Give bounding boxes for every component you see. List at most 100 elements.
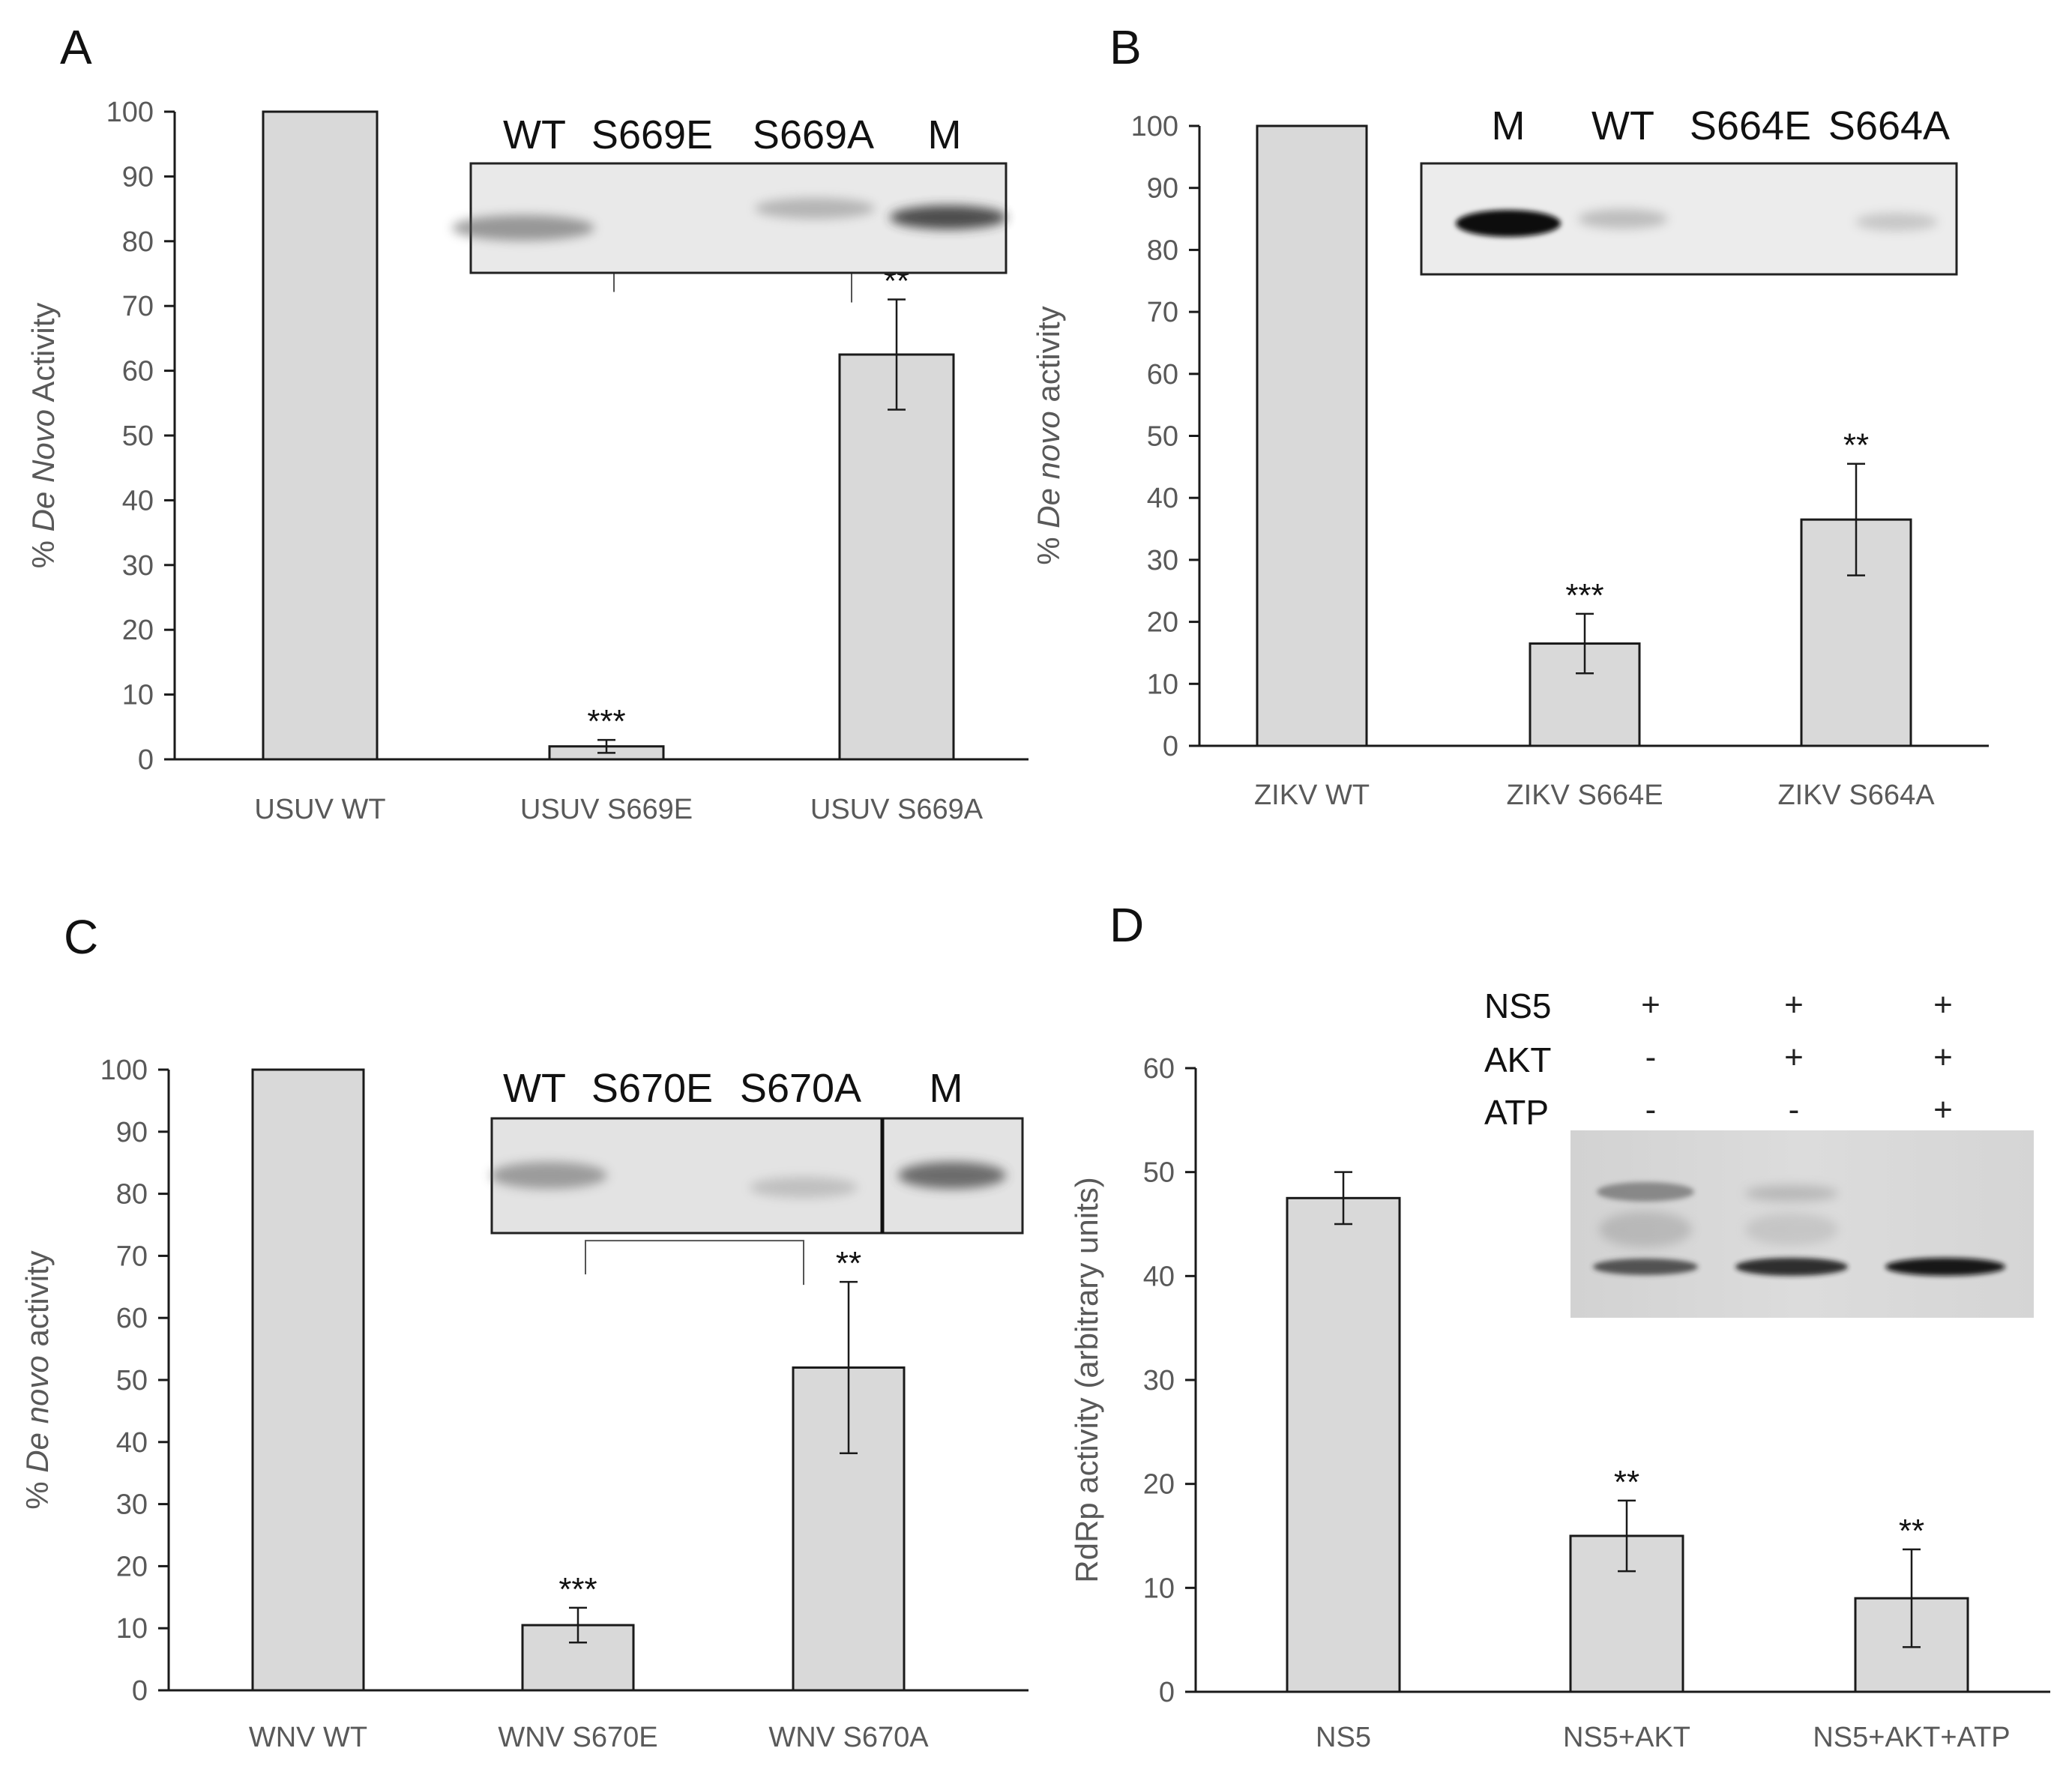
panel-c-y-tick-label: 0: [132, 1675, 148, 1707]
panel-a-significance-usuv-s669e: ***: [587, 703, 625, 740]
panel-d-y-tick-label: 60: [1143, 1053, 1175, 1085]
panel-a-y-tick-label: 90: [122, 161, 154, 193]
panel-c-y-tick-label: 100: [100, 1055, 148, 1086]
panel-b-lane-m: M: [1492, 103, 1526, 148]
panel-b-y-tick-label: 90: [1147, 173, 1178, 205]
panel-c-bar-chart: 0 10 20 30 40 50 60 70 80 90 100 % De novo activity…: [19, 1055, 1029, 1753]
panel-a-category-label-usuv-s669a: USUV S669A: [810, 794, 984, 825]
panel-c-significance-wnv-s670a: **: [836, 1245, 861, 1282]
panel-d-category-label-ns5-akt-atp: NS5+AKT+ATP: [1813, 1722, 2010, 1753]
panel-a-gel-band-m: [890, 205, 1007, 229]
panel-d-y-axis-label: RdRp activity (arbitrary units): [1069, 1177, 1104, 1582]
panel-c-significance-wnv-s670e: ***: [558, 1571, 597, 1608]
panel-d-gel-inset: NS5 AKT ATP + + + - + + - - +: [1484, 986, 2034, 1318]
panel-b-y-tick-label: 20: [1147, 607, 1178, 639]
panel-c-comparison-bracket: [585, 1240, 804, 1286]
panel-c-y-tick-label: 10: [116, 1613, 148, 1645]
panel-letter-d: D: [1109, 898, 1144, 952]
panel-b-y-tick-label: 80: [1147, 235, 1178, 266]
panel-c-y-tick-label: 20: [116, 1551, 148, 1582]
panel-a-bar-chart: 0 10 20 30 40 50 60 70 80 90 100 % De Novo Activity…: [25, 97, 1029, 825]
panel-c-y-tick-label: 50: [116, 1365, 148, 1396]
panel-c-y-tick-label: 60: [116, 1303, 148, 1334]
panel-d-sign-akt-lane1: -: [1645, 1039, 1657, 1076]
panel-b-category-label-zikv-s664a: ZIKV S664A: [1777, 780, 1935, 811]
panel-d-y-tick-label: 10: [1143, 1573, 1175, 1604]
panel-d-sign-atp-lane1: -: [1645, 1091, 1657, 1128]
panel-d-y-tick-label: 30: [1143, 1365, 1175, 1396]
panel-d-gel-smear-lane1: [1599, 1211, 1692, 1247]
panel-d-sign-ns5-lane3: +: [1933, 986, 1953, 1023]
panel-c-gel-band-m: [898, 1162, 1006, 1189]
panel-a-lane-s669a: S669A: [753, 112, 874, 157]
panel-c-category-label-wnv-s670e: WNV S670E: [498, 1722, 657, 1753]
panel-b-y-tick-label: 100: [1131, 111, 1178, 142]
panel-a-y-tick-label: 10: [122, 680, 154, 711]
panel-d-y-tick-label: 20: [1143, 1469, 1175, 1501]
panel-b-y-tick-label: 30: [1147, 545, 1178, 576]
panel-a-y-tick-label: 70: [122, 291, 154, 322]
panel-b-gel-band-s664a: [1855, 213, 1938, 231]
panel-a-y-tick-label: 80: [122, 226, 154, 258]
panel-a-category-label-usuv-wt: USUV WT: [254, 794, 385, 825]
panel-b-bar-zikv-wt: [1256, 124, 1368, 747]
panel-c-y-tick-label: 80: [116, 1179, 148, 1211]
panel-c-category-label-wnv-wt: WNV WT: [249, 1722, 367, 1753]
panel-b-y-tick-label: 40: [1147, 483, 1178, 514]
panel-b-y-axis-label: % De novo activity: [1031, 306, 1066, 564]
panel-a-gel-inset: WT S669E S669A M: [452, 112, 1008, 274]
panel-c-category-label-wnv-s670a: WNV S670A: [768, 1722, 929, 1753]
panel-a-gel-band-wt: [452, 215, 594, 241]
panel-d-bar-ns5: [1286, 1196, 1401, 1693]
panel-a-bar-usuv-s669a: [838, 353, 955, 761]
panel-b-significance-zikv-s664a: **: [1843, 427, 1869, 464]
panel-d-significance-ns5-akt-atp: **: [1899, 1513, 1924, 1549]
panel-a-y-tick-label: 0: [138, 744, 154, 776]
panel-c-y-axis-label: % De novo activity: [19, 1250, 55, 1509]
panel-d-sign-akt-lane3: +: [1933, 1039, 1953, 1076]
panel-a-y-tick-label: 20: [122, 615, 154, 646]
panel-b-category-label-zikv-s664e: ZIKV S664E: [1506, 780, 1663, 811]
panel-d-bar-chart: 0 10 20 30 40 50 60 RdRp activity (arbitrary un…: [1069, 1053, 2050, 1753]
panel-a-y-axis-label: % De Novo Activity: [25, 303, 61, 569]
panel-b-gel-band-wt: [1578, 209, 1668, 229]
panel-b-category-label-zikv-wt: ZIKV WT: [1254, 780, 1370, 811]
panel-d-gel-smear-lane2: [1745, 1213, 1838, 1246]
panel-d-sign-ns5-lane1: +: [1641, 986, 1660, 1023]
panel-b-y-tick-label: 60: [1147, 359, 1178, 391]
panel-a-lane-m: M: [928, 112, 962, 157]
panel-d-sign-atp-lane2: -: [1789, 1091, 1800, 1128]
panel-letter-b: B: [1109, 20, 1142, 74]
panel-letter-a: A: [60, 20, 92, 74]
panel-d-gel-lower-band-lane2: [1735, 1258, 1848, 1276]
panel-c-gel-inset: WT S670E S670A M: [490, 1066, 1024, 1235]
panel-a-lane-wt: WT: [503, 112, 566, 157]
panel-d-gel-lower-band-lane1: [1593, 1259, 1698, 1275]
panel-a-gel-band-s669a: [755, 198, 875, 219]
panel-d-y-tick-label: 0: [1159, 1677, 1175, 1708]
panel-c-y-tick-label: 70: [116, 1241, 148, 1272]
panel-c-lane-s670a: S670A: [740, 1066, 861, 1111]
panel-a-lane-s669e: S669E: [591, 112, 713, 157]
panel-c-lane-s670e: S670E: [591, 1066, 713, 1111]
panel-c-y-tick-label: 40: [116, 1427, 148, 1459]
panel-d-gel-upper-band-lane2: [1745, 1185, 1838, 1202]
panel-d-category-label-ns5: NS5: [1316, 1722, 1371, 1753]
panel-d-sign-atp-lane3: +: [1933, 1091, 1953, 1128]
panel-d-row-label-akt: AKT: [1484, 1040, 1551, 1079]
panel-c-gel-band-wt: [490, 1162, 607, 1189]
panel-b-lane-s664e: S664E: [1690, 103, 1811, 148]
panel-b-bar-chart: 0 10 20 30 40 50 60 70 80 90 100 % De novo activity…: [1031, 111, 1989, 811]
panel-c-y-tick-label: 90: [116, 1117, 148, 1148]
panel-a-y-tick-label: 60: [122, 356, 154, 388]
panel-d-category-label-ns5-akt: NS5+AKT: [1563, 1722, 1690, 1753]
panel-d-row-label-ns5: NS5: [1484, 986, 1551, 1025]
panel-b-y-tick-label: 10: [1147, 669, 1178, 700]
panel-b-gel-inset: M WT S664E S664A: [1420, 103, 1958, 276]
panel-b-y-tick-label: 50: [1147, 421, 1178, 453]
panel-a-y-tick-label: 50: [122, 421, 154, 452]
panel-b-lane-wt: WT: [1591, 103, 1654, 148]
panel-d-y-tick-label: 40: [1143, 1261, 1175, 1292]
panel-c-y-tick-label: 30: [116, 1489, 148, 1521]
